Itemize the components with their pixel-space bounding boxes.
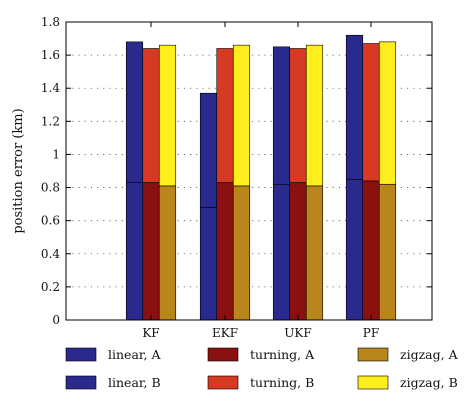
bar-zigzag-b-kf: [158, 44, 177, 187]
bar-zigzag-b-ekf: [232, 44, 251, 187]
bar-linear-a-ukf: [272, 183, 291, 321]
bar-linear-b-pf: [345, 34, 364, 180]
tick-layer: 0 0.2 0.4 0.6 0.8 1 1.2 1.4 1.6 1.8 KF EKF UKF PF: [41, 15, 432, 340]
y-axis-label: position error (km): [11, 108, 26, 233]
legend-label: turning, A: [250, 347, 315, 362]
y-tick-label: 1: [52, 147, 60, 161]
x-tick-label: PF: [363, 326, 379, 340]
y-tick-label: 0.2: [41, 280, 60, 294]
legend-swatch: [65, 375, 97, 390]
y-tick-label: 0.8: [41, 181, 60, 195]
legend-swatch: [357, 375, 389, 390]
bar-turning-b-ukf: [289, 48, 307, 183]
bar-turning-a-ekf: [216, 182, 234, 321]
x-tick-label: UKF: [284, 326, 311, 340]
y-tick-label: 0.4: [41, 247, 60, 261]
y-tick-label: 1.2: [41, 114, 60, 128]
bar-zigzag-a-kf: [158, 185, 177, 321]
bar-turning-b-kf: [142, 48, 160, 183]
bar-linear-a-pf: [345, 178, 364, 321]
legend-swatch: [207, 347, 239, 362]
legend-swatch: [65, 347, 97, 362]
legend: linear, A turning, A zigzag, A linear, B tur…: [65, 347, 459, 390]
legend-label: linear, B: [108, 375, 161, 390]
bar-turning-b-ekf: [216, 48, 234, 183]
bar-turning-b-pf: [362, 43, 380, 182]
bar-layer: [125, 34, 397, 321]
y-tick-label: 0: [52, 313, 60, 327]
bar-zigzag-a-ekf: [232, 185, 251, 321]
bar-zigzag-b-pf: [378, 41, 397, 185]
bar-linear-b-ekf: [199, 92, 218, 208]
legend-swatch: [207, 375, 239, 390]
bar-turning-a-ukf: [289, 182, 307, 321]
legend-label: turning, B: [250, 375, 314, 390]
bar-turning-a-pf: [362, 180, 380, 321]
y-tick-label: 1.6: [41, 48, 60, 62]
bar-linear-a-ekf: [199, 207, 218, 321]
legend-swatch: [357, 347, 389, 362]
x-tick-label: KF: [142, 326, 159, 340]
legend-label: linear, A: [108, 347, 161, 362]
plot-frame: [65, 21, 433, 321]
x-tick-label: EKF: [212, 326, 238, 340]
legend-label: zigzag, B: [400, 375, 458, 390]
y-tick-label: 1.4: [41, 81, 60, 95]
bar-zigzag-b-ukf: [305, 44, 324, 187]
legend-label: zigzag, A: [400, 347, 459, 362]
bar-zigzag-a-ukf: [305, 185, 324, 321]
bar-zigzag-a-pf: [378, 183, 397, 321]
y-tick-label: 1.8: [41, 15, 60, 29]
bar-linear-b-kf: [125, 41, 144, 183]
bar-linear-b-ukf: [272, 46, 291, 185]
bar-linear-a-kf: [125, 182, 144, 321]
bar-turning-a-kf: [142, 182, 160, 321]
y-tick-label: 0.6: [41, 214, 60, 228]
